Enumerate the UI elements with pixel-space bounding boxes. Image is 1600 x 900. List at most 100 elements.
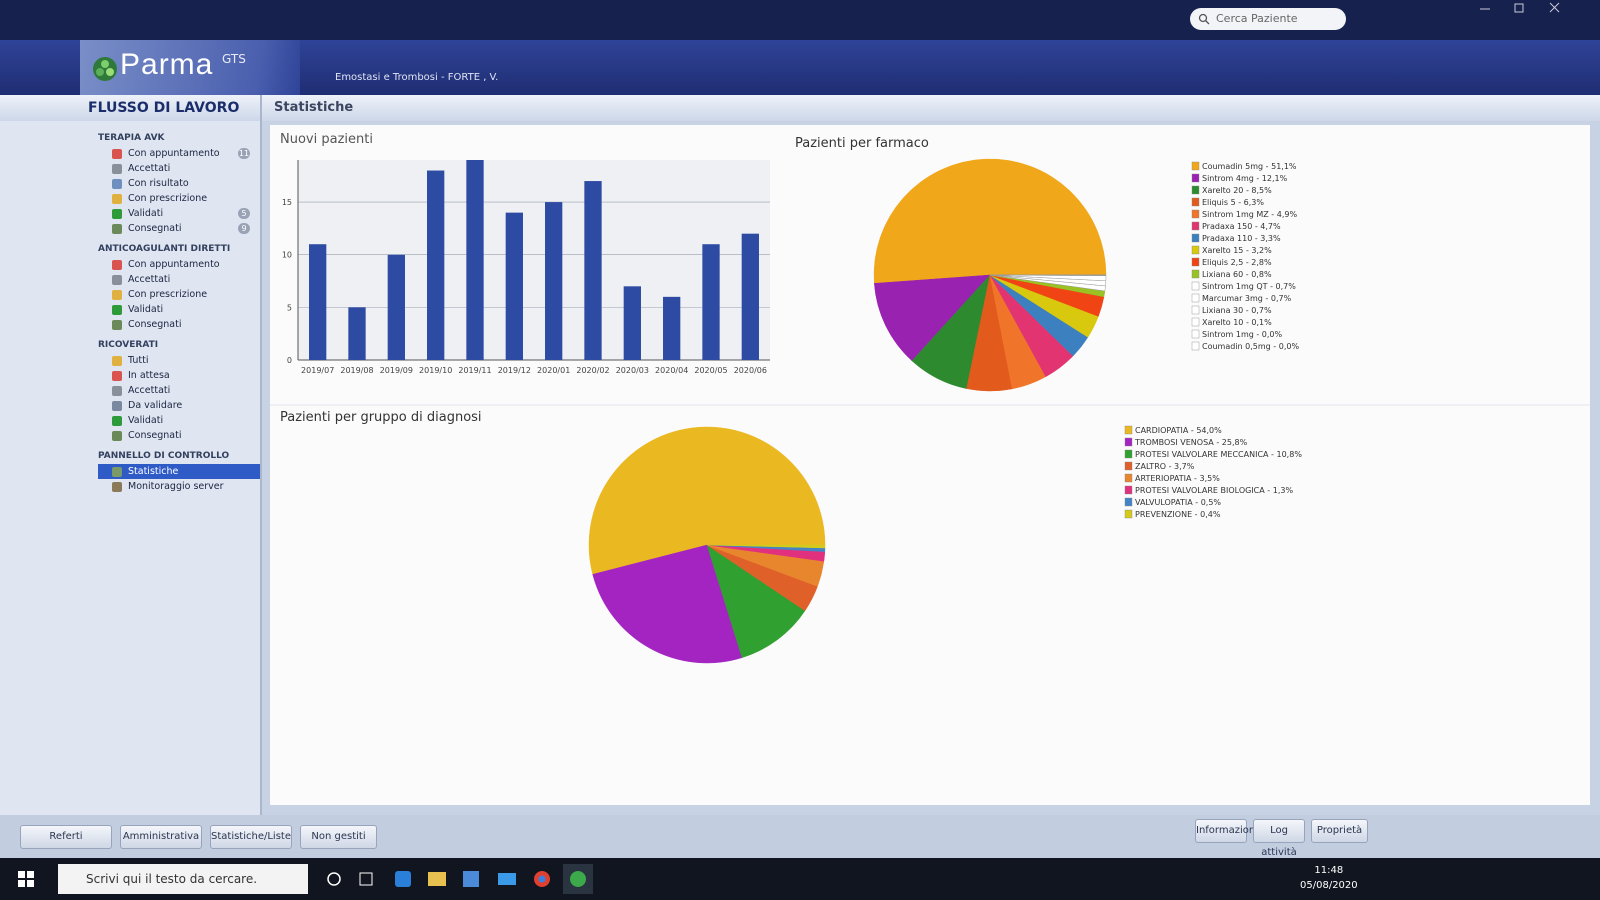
legend-name: Lixiana 60 [1202, 270, 1243, 279]
sidebar-item[interactable]: Da validare [98, 398, 260, 413]
sidebar-item[interactable]: Accettati [98, 272, 260, 287]
legend-entry: Lixiana 30 - 0,7% [1202, 306, 1272, 315]
item-icon [112, 260, 122, 270]
bar [427, 170, 445, 360]
item-label: Con appuntamento [128, 259, 220, 270]
sidebar-item[interactable]: Con prescrizione [98, 287, 260, 302]
bar [545, 202, 563, 360]
clock[interactable]: 11:48 05/08/2020 [1300, 863, 1358, 893]
legend-separator: - [1254, 330, 1262, 339]
legend-separator: - [1166, 462, 1174, 471]
item-label: Con prescrizione [128, 193, 208, 204]
legend-swatch [1191, 245, 1200, 255]
chart-title: Nuovi pazienti [280, 132, 373, 147]
sidebar-group: RICOVERATI [98, 340, 159, 350]
legend-value: 10,8% [1277, 450, 1303, 459]
item-icon [112, 431, 122, 441]
legend-separator: - [1269, 450, 1277, 459]
footer-button[interactable]: Referti [20, 825, 112, 849]
sidebar-item[interactable]: Validati [98, 302, 260, 317]
legend-entry: PREVENZIONE - 0,4% [1135, 510, 1221, 519]
y-tick-label: 15 [282, 198, 292, 207]
patient-search[interactable]: Cerca Paziente [1190, 8, 1346, 30]
legend-swatch [1191, 209, 1200, 219]
legend-entry: Eliquis 5 - 6,3% [1202, 198, 1264, 207]
footer-button[interactable]: Proprietà [1311, 819, 1368, 843]
item-label: Con prescrizione [128, 289, 208, 300]
legend-swatch [1124, 461, 1133, 471]
legend-name: Sintrom 4mg [1202, 174, 1254, 183]
item-label: Con appuntamento [128, 148, 220, 159]
sidebar-item[interactable]: Consegnati [98, 317, 260, 332]
legend-swatch [1191, 317, 1200, 327]
pie-slice [588, 426, 826, 575]
legend-name: Sintrom 1mg [1202, 330, 1254, 339]
sidebar-item[interactable]: Con risultato [98, 176, 260, 191]
legend-separator: - [1188, 426, 1196, 435]
y-tick-label: 0 [287, 356, 292, 365]
taskbar-search[interactable]: Scrivi qui il testo da cercare. [58, 864, 308, 894]
item-label: Consegnati [128, 430, 182, 441]
logo-text: Parma [120, 48, 214, 81]
window-controls[interactable] [1470, 0, 1590, 20]
footer-button[interactable]: Non gestiti [300, 825, 377, 849]
legend-value: 4,7% [1260, 222, 1281, 231]
sidebar-item[interactable]: Tutti [98, 353, 260, 368]
legend-value: 0,8% [1251, 270, 1272, 279]
sidebar-item[interactable]: Consegnati [98, 428, 260, 443]
legend-entry: ZALTRO - 3,7% [1135, 462, 1195, 471]
bar [309, 244, 327, 360]
legend-entry: Lixiana 60 - 0,8% [1202, 270, 1272, 279]
legend-entry: Sintrom 1mg - 0,0% [1202, 330, 1283, 339]
item-icon [112, 179, 122, 189]
legend-swatch [1191, 329, 1200, 339]
sidebar-list: TERAPIA AVK Con appuntamento 11 Accettati Co… [98, 125, 260, 494]
item-label: Validati [128, 304, 164, 315]
legend-value: 0,0% [1262, 330, 1283, 339]
legend-entry: PROTESI VALVOLARE BIOLOGICA - 1,3% [1135, 486, 1293, 495]
legend-separator: - [1268, 282, 1276, 291]
sidebar-item[interactable]: In attesa [98, 368, 260, 383]
legend-separator: - [1193, 498, 1201, 507]
legend-value: 54,0% [1196, 426, 1222, 435]
legend-swatch [1191, 293, 1200, 303]
legend-separator: - [1243, 318, 1251, 327]
sidebar-item[interactable]: Accettati [98, 161, 260, 176]
footer-button[interactable]: Informazioni [1195, 819, 1258, 843]
sidebar-item[interactable]: Monitoraggio server [98, 479, 260, 494]
legend-name: PROTESI VALVOLARE BIOLOGICA [1135, 486, 1265, 495]
sidebar: FLUSSO DI LAVORO TERAPIA AVK Con appuntam… [0, 95, 262, 815]
footer-button[interactable]: Statistiche/Liste [210, 825, 292, 849]
item-icon [112, 275, 122, 285]
x-tick-label: 2019/12 [498, 366, 531, 375]
start-button[interactable] [18, 871, 34, 887]
legend-swatch [1124, 437, 1133, 447]
x-tick-label: 2020/02 [576, 366, 609, 375]
legend-name: Pradaxa 110 [1202, 234, 1252, 243]
footer-button[interactable]: Amministrativa [120, 825, 202, 849]
sidebar-item[interactable]: Accettati [98, 383, 260, 398]
sidebar-item[interactable]: Validati [98, 413, 260, 428]
legend-swatch [1191, 269, 1200, 279]
sidebar-item[interactable]: Statistiche [98, 464, 260, 479]
sidebar-item[interactable]: Validati 5 [98, 206, 260, 221]
sidebar-item[interactable]: Con appuntamento [98, 257, 260, 272]
legend-value: 12,1% [1262, 174, 1288, 183]
legend-name: Sintrom 1mg QT [1202, 282, 1268, 291]
sidebar-item[interactable]: Consegnati 9 [98, 221, 260, 236]
item-badge: 5 [238, 208, 250, 219]
taskbar-icons[interactable] [320, 864, 600, 894]
bar [348, 307, 366, 360]
footer-button[interactable]: Log attività [1253, 819, 1305, 858]
x-tick-label: 2019/09 [380, 366, 413, 375]
legend-separator: - [1214, 438, 1222, 447]
legend-name: Xarelto 10 [1202, 318, 1243, 327]
sidebar-item[interactable]: Con prescrizione [98, 191, 260, 206]
legend-separator: - [1236, 198, 1244, 207]
legend-name: TROMBOSI VENOSA [1134, 438, 1214, 447]
bar [623, 286, 641, 360]
legend-name: Eliquis 5 [1202, 198, 1236, 207]
bar [387, 254, 405, 360]
sidebar-item[interactable]: Con appuntamento 11 [98, 146, 260, 161]
legend-name: Lixiana 30 [1202, 306, 1243, 315]
